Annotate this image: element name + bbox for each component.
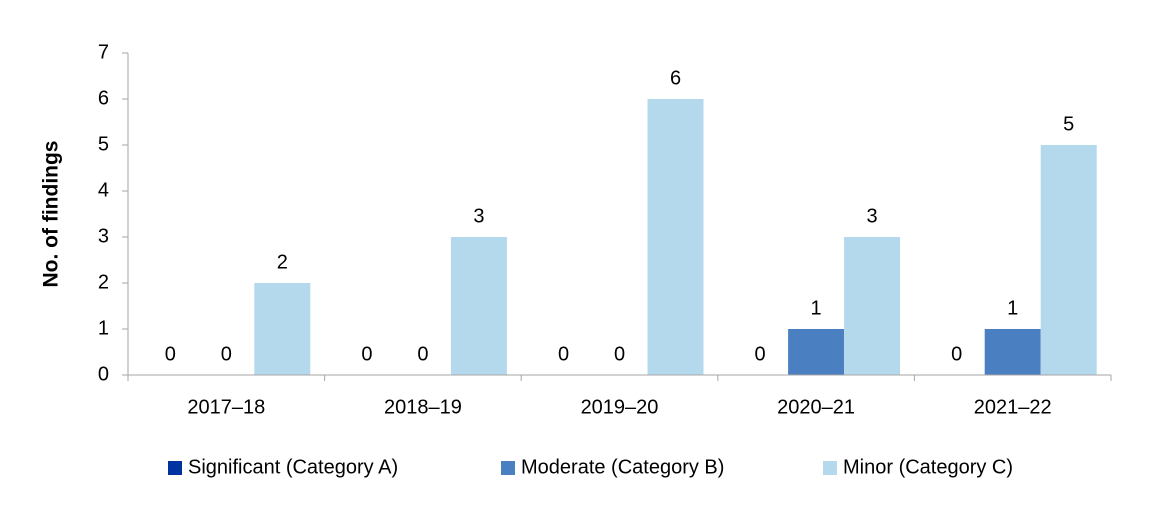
legend: Significant (Category A) Moderate (Catego… — [168, 456, 1013, 478]
bar-minor — [254, 283, 311, 375]
data-label: 3 — [473, 205, 484, 227]
data-labels-group: 0 0 2 0 0 3 0 0 6 0 1 3 0 1 5 — [165, 67, 1075, 365]
legend-item: Minor (Category C) — [823, 456, 1013, 478]
bar-minor — [844, 237, 901, 375]
legend-label: Moderate (Category B) — [521, 456, 724, 478]
data-label: 0 — [755, 343, 766, 365]
data-label: 0 — [361, 343, 372, 365]
bar-moderate — [984, 329, 1041, 375]
x-tick-label: 2018–19 — [384, 396, 462, 418]
data-label: 0 — [558, 343, 569, 365]
legend-swatch — [168, 461, 182, 475]
bar-minor — [1040, 145, 1097, 375]
data-label: 2 — [277, 251, 288, 273]
y-axis-ticks: 0 1 2 3 4 5 6 7 — [98, 41, 128, 385]
y-tick-label: 0 — [98, 363, 109, 385]
legend-item: Moderate (Category B) — [501, 456, 724, 478]
x-tick-label: 2017–18 — [187, 396, 265, 418]
data-label: 1 — [811, 297, 822, 319]
data-label: 0 — [221, 343, 232, 365]
legend-swatch — [501, 461, 515, 475]
data-label: 6 — [670, 67, 681, 89]
y-tick-label: 6 — [98, 87, 109, 109]
y-tick-label: 1 — [98, 317, 109, 339]
x-axis-labels: 2017–18 2018–19 2019–20 2020–21 2021–22 — [127, 375, 1112, 418]
y-tick-label: 2 — [98, 271, 109, 293]
bar-moderate — [788, 329, 845, 375]
data-label: 0 — [951, 343, 962, 365]
y-tick-label: 5 — [98, 133, 109, 155]
data-label: 0 — [417, 343, 428, 365]
data-label: 1 — [1007, 297, 1018, 319]
legend-item: Significant (Category A) — [168, 456, 398, 478]
legend-swatch — [823, 461, 837, 475]
x-tick-label: 2019–20 — [581, 396, 659, 418]
bar-minor — [647, 99, 704, 375]
data-label: 0 — [165, 343, 176, 365]
bars-group — [254, 99, 1097, 375]
y-tick-label: 7 — [98, 41, 109, 63]
bar-minor — [450, 237, 507, 375]
y-tick-label: 3 — [98, 225, 109, 247]
x-tick-label: 2021–22 — [974, 396, 1052, 418]
x-tick-label: 2020–21 — [777, 396, 855, 418]
y-axis-title: No. of findings — [40, 141, 63, 288]
data-label: 3 — [867, 205, 878, 227]
data-label: 0 — [614, 343, 625, 365]
y-tick-label: 4 — [98, 179, 109, 201]
data-label: 5 — [1063, 113, 1074, 135]
legend-label: Minor (Category C) — [843, 456, 1013, 478]
legend-label: Significant (Category A) — [188, 456, 398, 478]
